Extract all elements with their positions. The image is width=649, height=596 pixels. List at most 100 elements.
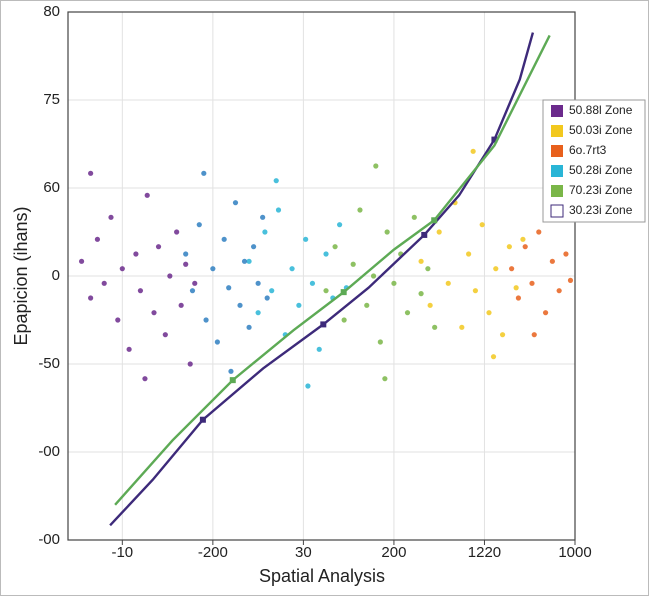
scatter-point [499, 332, 506, 338]
scatter-point [210, 266, 216, 272]
scatter-point [411, 214, 417, 220]
scatter-point [531, 332, 537, 338]
scatter-point [126, 346, 132, 352]
scatter-point [323, 288, 329, 294]
scatter-point [567, 277, 574, 283]
scatter-point [133, 251, 139, 257]
scatter-point [445, 280, 451, 286]
scatter-point [364, 302, 370, 308]
scatter-point [391, 280, 397, 286]
scatter-point [296, 302, 302, 308]
scatter-point [201, 170, 207, 176]
x-tick-label: 1220 [468, 544, 501, 561]
x-tick-label: -200 [198, 544, 228, 561]
scatter-point [357, 207, 363, 213]
scatter-point [520, 236, 526, 242]
x-axis-title: Spatial Analysis [259, 566, 385, 586]
scatter-point [377, 339, 383, 345]
y-axis-title: Epapicion (ihans) [11, 206, 31, 345]
scatter-point [196, 222, 202, 228]
scatter-point [373, 163, 379, 169]
scatter-point [466, 251, 472, 257]
y-tick-label: -50 [38, 355, 60, 372]
y-tick-label: -00 [38, 443, 60, 460]
scatter-point [262, 229, 268, 235]
curve-marker [340, 289, 347, 296]
scatter-point [332, 244, 338, 250]
scatter-point [189, 288, 196, 294]
scatter-point [536, 229, 542, 235]
scatter-point [214, 339, 220, 345]
scatter-point [192, 280, 198, 286]
scatter-point [529, 280, 535, 286]
scatter-point [183, 251, 189, 257]
legend-label: 70.23i Zone [569, 183, 633, 197]
curve [109, 32, 535, 527]
scatter-point [472, 288, 479, 294]
scatter-point [115, 317, 121, 323]
scatter-point [337, 222, 343, 228]
scatter-point [563, 251, 569, 257]
scatter-point [289, 266, 295, 272]
scatter-point [305, 383, 311, 389]
x-tick-label: -10 [111, 544, 133, 561]
scatter-point [515, 295, 522, 301]
scatter-point [522, 244, 528, 250]
y-tick-label: 60 [43, 179, 60, 196]
scatter-point [370, 273, 377, 279]
legend-label: 50.03i Zone [569, 123, 633, 137]
legend-box [542, 99, 646, 223]
scatter-point [486, 310, 492, 316]
scatter-point [255, 310, 261, 316]
marks [78, 32, 574, 527]
scatter-point [384, 229, 390, 235]
scatter-point [137, 288, 144, 294]
curve-marker [431, 217, 438, 224]
scatter-point [162, 332, 168, 338]
curve-marker [229, 377, 236, 384]
scatter-point [427, 302, 433, 308]
y-tick-label: -00 [38, 531, 60, 548]
scatter-point [323, 251, 329, 257]
scatter-point [490, 354, 497, 360]
scatter-point [404, 310, 411, 316]
scatter-point [155, 244, 162, 250]
scatter-point [418, 291, 424, 297]
scatter-point [350, 261, 356, 267]
scatter-point [88, 295, 94, 301]
curve-marker [491, 136, 498, 143]
scatter-point [506, 244, 512, 250]
legend-label: 50.88l Zone [569, 103, 633, 117]
legend-swatch [551, 185, 563, 197]
x-tick-label: 200 [381, 544, 406, 561]
scatter-point [418, 258, 424, 264]
scatter-point [203, 317, 209, 323]
plot-frame [67, 11, 576, 541]
scatter-point [94, 236, 101, 242]
scatter-point [250, 244, 257, 250]
scatter-point [513, 285, 519, 291]
scatter-point [178, 302, 184, 308]
scatter-point [246, 258, 252, 264]
scatter-point [459, 324, 465, 330]
y-tick-label: 75 [43, 91, 60, 108]
legend-label: 6o.7rt3 [569, 143, 607, 157]
x-tick-label: 30 [295, 544, 312, 561]
scatter-point [436, 229, 442, 235]
legend-label: 30.23i Zone [569, 203, 633, 217]
legend-swatch [551, 105, 563, 117]
legend-swatch [551, 165, 563, 177]
scatter-point [260, 214, 266, 220]
scatter-point [226, 285, 232, 291]
scatter-point [241, 258, 248, 264]
scatter-point [269, 288, 275, 294]
scatter-point [303, 236, 309, 242]
scatter-point [108, 214, 114, 220]
scatter-point [316, 346, 322, 352]
scatter-point [542, 310, 549, 316]
scatter-point [167, 273, 173, 279]
x-tick-label: 1000 [558, 544, 591, 561]
scatter-point [425, 266, 431, 272]
scatter-point [556, 288, 562, 294]
